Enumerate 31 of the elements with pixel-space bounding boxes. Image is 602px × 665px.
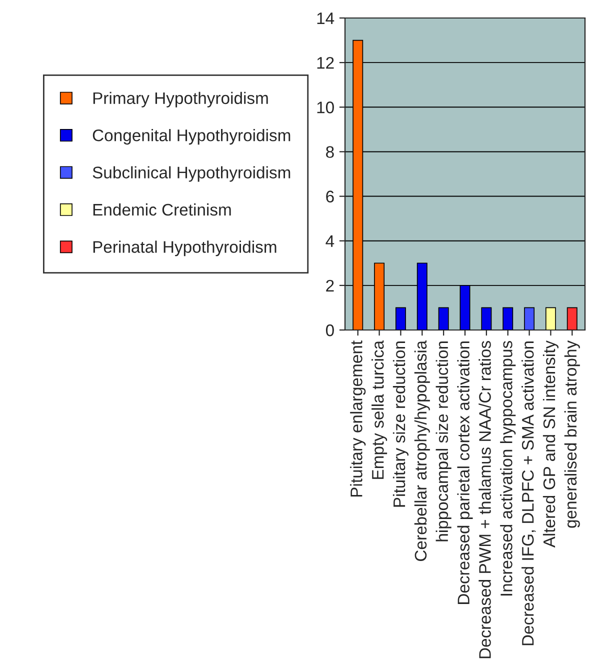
bar — [545, 307, 556, 330]
legend-label: Endemic Cretinism — [93, 203, 231, 216]
x-tick-label: Pituitary size reduction — [392, 341, 408, 507]
bar — [502, 307, 514, 330]
x-tick-label: Empty sella turcica — [372, 340, 388, 479]
x-tick-label: Pituitary enlargement — [350, 340, 366, 497]
y-tick-label: 14 — [317, 12, 334, 24]
x-tick-label: Decreased parietal cortex activation — [457, 341, 473, 604]
legend-label: Primary Hypothyroidism — [93, 92, 268, 108]
y-tick-label: 10 — [317, 102, 334, 114]
legend-label: Congenital Hypothyroidism — [92, 129, 290, 145]
bar — [481, 307, 492, 330]
legend-label: Subclinical Hypothyroidism — [92, 166, 290, 182]
x-tick-label: Decreased PWM + thalamus NAA/Cr ratios — [478, 341, 491, 658]
y-tick-label: 4 — [326, 235, 334, 247]
y-tick-label: 8 — [326, 146, 334, 158]
bar — [395, 307, 406, 330]
x-tick-label: generalised brain atrophy — [564, 340, 580, 528]
x-tick-label: hippocampal size reduction — [436, 341, 452, 542]
y-tick-label: 6 — [326, 190, 334, 202]
y-tick-label: 12 — [317, 56, 334, 69]
x-tick-label: Increased activation hyppocampus — [500, 341, 516, 596]
x-tick-label: Decreased IFG, DLPFC + SMA activation — [522, 341, 536, 646]
x-tick-label: Altered GP and SN intensity — [542, 340, 558, 548]
bar — [438, 307, 449, 330]
y-tick-label: 0 — [326, 324, 334, 336]
legend-label: Perinatal Hypothyroidism — [93, 240, 276, 256]
y-tick-label: 2 — [326, 280, 334, 292]
bar — [566, 307, 578, 330]
x-tick-label: Cerebellar atrophy/hypoplasia — [414, 340, 430, 561]
bar — [524, 307, 535, 330]
